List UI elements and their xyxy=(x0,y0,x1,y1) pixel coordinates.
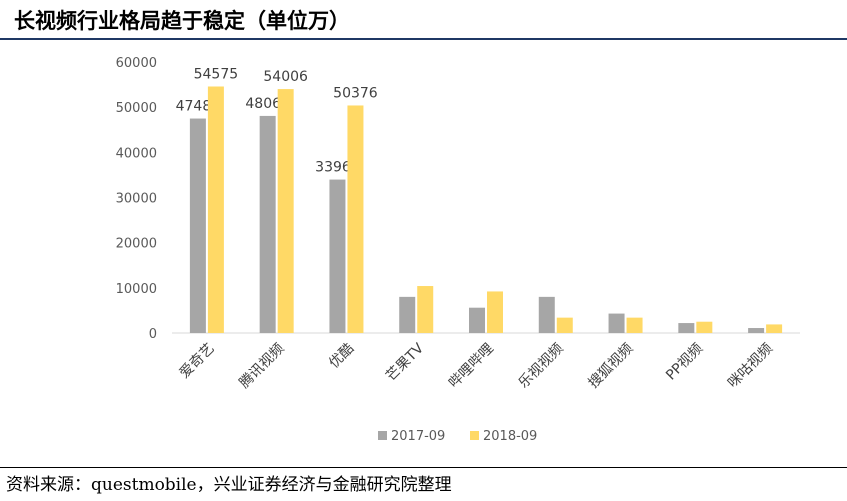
x-category-label: 搜狐视频 xyxy=(585,341,636,392)
x-category-label: 爱奇艺 xyxy=(176,340,218,382)
x-category-label: 腾讯视频 xyxy=(236,340,288,392)
legend-swatch xyxy=(378,431,387,440)
source-note: 资料来源：questmobile，兴业证券经济与金融研究院整理 xyxy=(6,475,452,495)
data-label: 54006 xyxy=(263,69,308,85)
page-title: 长视频行业格局趋于稳定（单位万） xyxy=(14,8,350,33)
y-tick-label: 50000 xyxy=(116,101,157,116)
x-category-label: 乐视视频 xyxy=(516,341,567,392)
bar-2018-09 xyxy=(556,317,573,333)
y-tick-label: 10000 xyxy=(116,282,157,297)
title-divider xyxy=(0,38,847,40)
bar-2018-09 xyxy=(626,317,643,333)
legend-label: 2017-09 xyxy=(391,429,445,444)
bar-2018-09 xyxy=(766,324,783,333)
bar-2018-09 xyxy=(207,86,224,333)
bar-2018-09 xyxy=(696,321,713,333)
data-label: 54575 xyxy=(194,67,239,83)
bar-2017-09 xyxy=(678,323,695,333)
x-category-label: 优酷 xyxy=(326,341,357,372)
bar-2017-09 xyxy=(259,115,276,333)
x-category-label: 芒果TV xyxy=(383,340,427,384)
legend-label: 2018-09 xyxy=(483,429,537,444)
bar-2017-09 xyxy=(608,313,625,333)
bar-2018-09 xyxy=(417,286,434,333)
bar-2017-09 xyxy=(329,179,346,333)
y-tick-label: 40000 xyxy=(116,146,157,161)
y-tick-label: 30000 xyxy=(116,192,157,207)
bar-2018-09 xyxy=(277,89,294,333)
bar-2017-09 xyxy=(469,307,485,333)
x-category-label: PP视频 xyxy=(663,341,706,384)
data-label: 50376 xyxy=(333,85,378,101)
bar-2017-09 xyxy=(538,296,555,333)
bar-2018-09 xyxy=(347,105,364,333)
bar-chart: 0100002000030000400005000060000474815457… xyxy=(116,56,800,444)
y-tick-label: 20000 xyxy=(116,237,157,252)
bar-2017-09 xyxy=(748,328,765,333)
footer-divider xyxy=(0,467,847,468)
legend-swatch xyxy=(470,431,479,440)
bar-2017-09 xyxy=(399,296,416,333)
x-category-label: 哔哩哔哩 xyxy=(446,341,497,392)
bar-2017-09 xyxy=(189,118,206,333)
x-category-label: 咪咕视频 xyxy=(725,341,776,392)
y-tick-label: 60000 xyxy=(116,56,157,71)
bar-2018-09 xyxy=(487,291,503,333)
y-tick-label: 0 xyxy=(149,327,157,342)
